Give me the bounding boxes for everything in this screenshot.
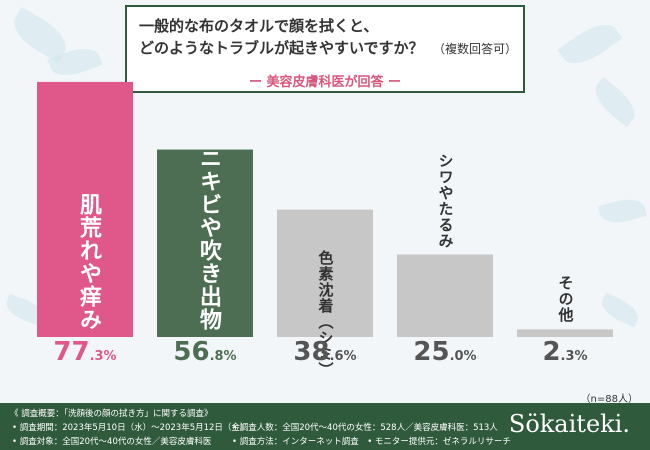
value-label-1: 77.3% xyxy=(25,337,145,367)
value-label-integer: 56 xyxy=(173,337,210,367)
bar-1 xyxy=(37,81,133,337)
category-label-1: 肌荒れや痒み xyxy=(76,193,101,331)
bar-2 xyxy=(157,149,253,337)
survey-count: • 調査人数：全国20代〜40代の女性：528人／美容皮膚科医：513人 xyxy=(232,423,498,433)
value-label-integer: 25 xyxy=(413,337,450,367)
survey-summary-title: 《 調査概要：「洗顔後の顔の拭き方」に関する調査》 xyxy=(10,409,213,419)
value-label-decimal: .8% xyxy=(209,349,237,364)
bar-4 xyxy=(397,254,493,337)
value-label-3: 38.6% xyxy=(265,337,385,367)
title-box: 一般的な布のタオルで顔を拭くと、 どのようなトラブルが起きやすいですか？ （複数… xyxy=(125,5,525,93)
value-label-decimal: .3% xyxy=(560,349,588,364)
value-label-integer: 2 xyxy=(542,337,561,367)
category-label-4: シワやたるみ xyxy=(436,152,455,249)
value-label-2: 56.8% xyxy=(145,337,265,367)
value-label-integer: 77 xyxy=(53,337,90,367)
chart-subtitle: ー 美容皮膚科医が回答 ー xyxy=(248,75,402,90)
value-label-decimal: .6% xyxy=(329,349,357,364)
category-label-3: 色素沈着（シミ） xyxy=(316,249,335,378)
chart-title-note: （複数回答可） xyxy=(433,42,518,56)
sample-size-note: （n=88人） xyxy=(580,394,638,405)
brand-logo: Sökaiteki. xyxy=(508,410,630,438)
chart-title-line2: どのようなトラブルが起きやすいですか？ xyxy=(139,39,424,57)
value-label-4: 25.0% xyxy=(385,337,505,367)
value-label-decimal: .3% xyxy=(89,349,117,364)
chart-title-line1: 一般的な布のタオルで顔を拭くと、 xyxy=(139,17,379,35)
bar-5 xyxy=(517,329,613,337)
bar-3 xyxy=(277,209,373,337)
footer xyxy=(0,403,650,450)
bar-chart xyxy=(37,81,613,337)
survey-method: • 調査方法：インターネット調査 • モニター提供元：ゼネラルリサーチ xyxy=(232,437,511,447)
category-label-2: ニキビや吹き出物 xyxy=(196,147,221,331)
value-label-integer: 38 xyxy=(293,337,330,367)
survey-target: • 調査対象：全国20代〜40代の女性／美容皮膚科医 xyxy=(12,437,212,447)
value-label-5: 2.3% xyxy=(505,337,625,367)
category-label-5: その他 xyxy=(556,275,575,323)
value-label-decimal: .0% xyxy=(449,349,477,364)
survey-period: • 調査期間：2023年5月10日（水）〜2023年5月12日（金） xyxy=(12,423,249,433)
